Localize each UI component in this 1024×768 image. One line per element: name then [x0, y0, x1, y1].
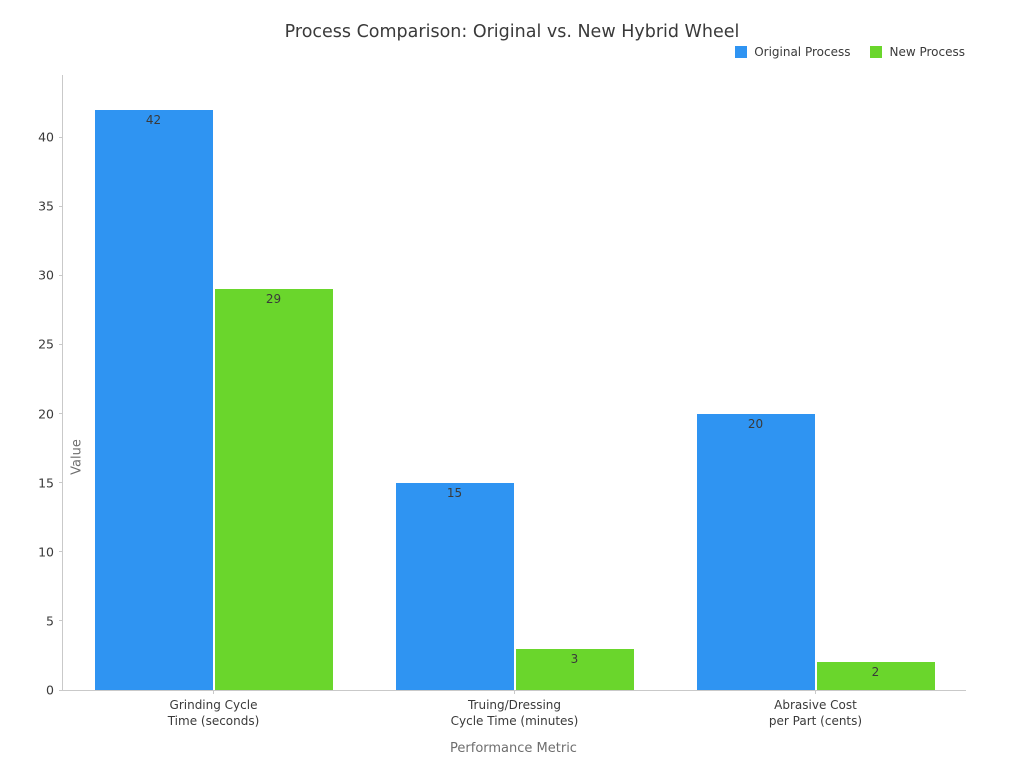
y-tick-mark: [59, 274, 63, 276]
y-axis-label: Value: [69, 439, 85, 475]
y-tick-mark: [59, 136, 63, 138]
bar-new-process: [816, 662, 935, 690]
bar-original-process: [94, 109, 213, 690]
y-tick-mark: [59, 482, 63, 484]
bar-value-label: 42: [145, 112, 162, 127]
y-tick-label: 5: [46, 613, 54, 629]
x-tick-label: Abrasive Cost per Part (cents): [666, 697, 966, 729]
legend-item-new-process: New Process: [870, 45, 965, 59]
x-tick-mark: [514, 690, 515, 694]
y-tick-label: 30: [38, 267, 54, 283]
x-tick-label-line: Time (seconds): [167, 714, 260, 728]
legend-item-original-process: Original Process: [735, 45, 850, 59]
legend-label: Original Process: [754, 45, 851, 59]
y-tick-label: 35: [38, 198, 54, 214]
y-tick-label: 40: [38, 129, 54, 145]
bar-value-label: 3: [570, 651, 579, 666]
bar-original-process: [395, 482, 514, 690]
x-axis-label: Performance Metric: [450, 741, 577, 756]
bar-original-process: [696, 413, 815, 690]
x-tick-label: Truing/Dressing Cycle Time (minutes): [365, 697, 665, 729]
y-tick-mark: [59, 620, 63, 622]
bar-value-label: 15: [446, 485, 463, 500]
y-tick-label: 20: [38, 406, 54, 422]
bar-value-label: 2: [871, 665, 880, 680]
y-tick-mark: [59, 205, 63, 207]
y-tick-mark: [59, 413, 63, 415]
x-tick-label-line: Truing/Dressing: [467, 698, 562, 712]
legend-swatch-original-process: [735, 46, 748, 58]
y-tick-mark: [59, 689, 63, 691]
x-tick-mark: [815, 690, 816, 694]
bar-new-process: [214, 289, 333, 690]
legend: Original Process New Process: [735, 45, 965, 59]
y-tick-label: 10: [38, 544, 54, 560]
bar-new-process: [515, 648, 634, 690]
x-tick-label-line: per Part (cents): [768, 714, 863, 728]
x-tick-mark: [213, 690, 214, 694]
y-tick-mark: [59, 343, 63, 345]
plot-area: Value 0 5 10 15 20 25 30 35 40 Grinding Cycle Time…: [38, 75, 966, 728]
x-tick-label: Grinding Cycle Time (seconds): [64, 697, 364, 729]
bar-value-label: 20: [747, 416, 764, 431]
x-tick-label-line: Grinding Cycle: [169, 698, 258, 712]
y-tick-mark: [59, 551, 63, 553]
x-tick-label-line: Cycle Time (minutes): [450, 714, 579, 728]
y-tick-label: 0: [46, 682, 54, 698]
y-tick-label: 25: [38, 336, 54, 352]
legend-label: New Process: [889, 45, 965, 59]
legend-swatch-new-process: [870, 46, 883, 58]
x-tick-label-line: Abrasive Cost: [774, 698, 857, 712]
bar-value-label: 29: [265, 292, 282, 307]
y-tick-label: 15: [38, 475, 54, 491]
chart-title: Process Comparison: Original vs. New Hyb…: [284, 22, 740, 42]
